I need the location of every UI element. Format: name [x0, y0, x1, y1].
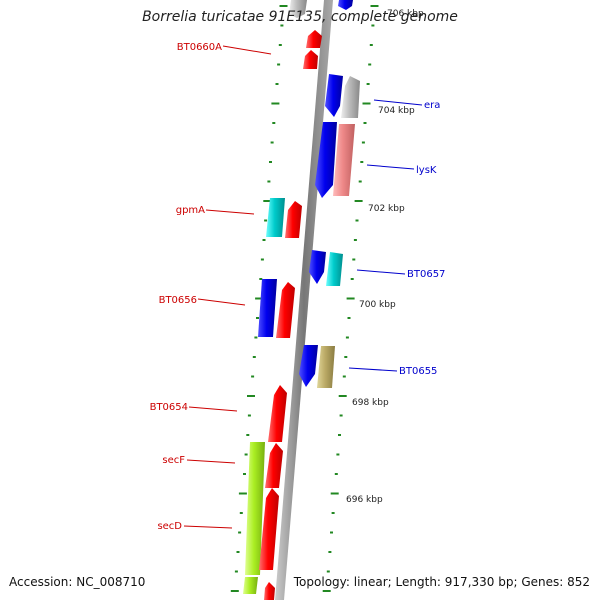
connector-secf [186, 459, 236, 464]
kbp-label-700: 700 kbp [359, 300, 396, 310]
gene-bt0657-blue [309, 250, 326, 284]
connector-bt0655 [348, 367, 398, 372]
gene-gpma-red [285, 201, 302, 238]
gene-lysk-blue [315, 122, 337, 198]
gene-bt0656-blue [258, 279, 277, 337]
gene-secf-lime [245, 442, 265, 575]
gene-secd-red [259, 488, 279, 570]
gene-blue-top [338, 0, 353, 10]
kbp-label-698: 698 kbp [352, 398, 389, 408]
gene-era-grey [341, 76, 360, 118]
gene-bt0657-cyan [326, 252, 343, 286]
label-bt0657: BT0657 [407, 269, 445, 280]
gene-gpma-cyan [266, 198, 285, 237]
label-connectors [183, 45, 423, 529]
gene-bottom-red [264, 582, 275, 600]
connector-secd [183, 525, 233, 529]
label-bt0654: BT0654 [150, 402, 188, 413]
label-secd: secD [157, 521, 182, 532]
kbp-label-706: 706 kbp [387, 9, 424, 19]
kbp-labels: 706 kbp 704 kbp 702 kbp 700 kbp 698 kbp … [346, 9, 424, 505]
gene-bt0655-blue [299, 345, 318, 387]
gene-labels-left: BT0660A gpmA BT0656 BT0654 secF secD [150, 42, 223, 532]
gene-secf-red [265, 443, 283, 488]
kbp-label-696: 696 kbp [346, 495, 383, 505]
kbp-label-702: 702 kbp [368, 204, 405, 214]
label-bt0660a: BT0660A [177, 42, 222, 53]
connector-bt0660a [222, 45, 272, 55]
connector-bt0657 [356, 269, 406, 275]
gene-secd-lime-bottom [243, 577, 258, 594]
connector-lysk [366, 164, 415, 170]
label-era: era [424, 100, 440, 111]
connector-bt0656 [197, 298, 246, 306]
gene-features [243, 0, 360, 600]
gene-bt0660a-a [306, 30, 322, 48]
gene-bt0655-khaki [317, 346, 335, 388]
accession-text: Accession: NC_008710 [9, 575, 146, 589]
genome-summary-text: Topology: linear; Length: 917,330 bp; Ge… [293, 575, 590, 589]
gene-grey-top [289, 0, 307, 18]
label-lysk: lysK [416, 165, 437, 176]
gene-labels-right: era lysK BT0657 BT0655 [399, 100, 445, 377]
gene-bt0656-red [276, 282, 295, 338]
connector-era [373, 99, 423, 106]
label-gpma: gpmA [176, 205, 205, 216]
kbp-label-704: 704 kbp [378, 106, 415, 116]
gene-lysk-pink [333, 124, 355, 196]
connector-bt0654 [188, 406, 238, 412]
gene-era-blue [325, 74, 343, 117]
scale-ticks [230, 5, 379, 592]
map-title: Borrelia turicatae 91E135, complete geno… [142, 9, 458, 25]
label-bt0656: BT0656 [159, 295, 197, 306]
gene-bt0660a-b [303, 50, 318, 69]
genome-backbone [275, 0, 333, 600]
label-bt0655: BT0655 [399, 366, 437, 377]
label-secf: secF [162, 455, 185, 466]
gene-bt0654-red [268, 385, 287, 442]
connector-gpma [205, 209, 255, 215]
